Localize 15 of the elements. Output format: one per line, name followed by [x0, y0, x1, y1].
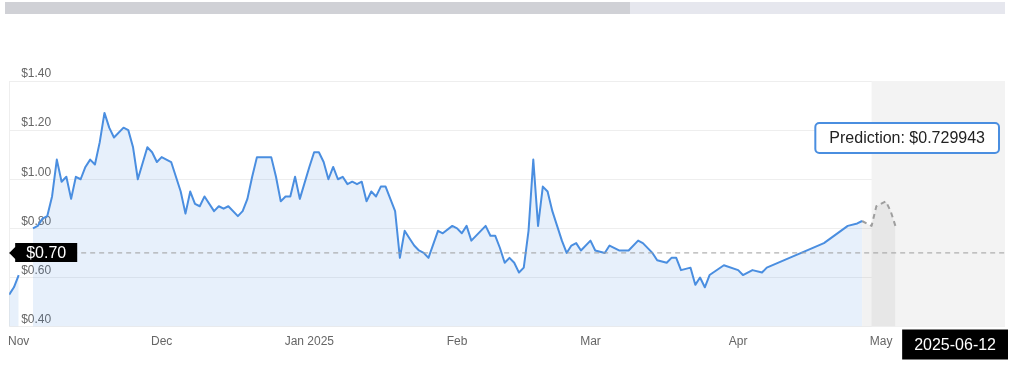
x-tick-label: Dec	[150, 334, 173, 349]
x-tick-label: Apr	[728, 334, 748, 349]
y-tick-label: $0.60	[21, 262, 52, 277]
x-tick-label: Nov	[8, 334, 30, 349]
x-tick-label: May	[869, 334, 893, 349]
y-tick-label: $1.40	[21, 66, 52, 81]
text: 2025-06-12	[914, 336, 997, 354]
x-tick-label: Feb	[446, 334, 468, 349]
x-tick-label: Mar	[580, 334, 601, 349]
y-tick-label: $1.00	[21, 164, 52, 179]
y-tick-label: $0.40	[21, 311, 52, 326]
x-tick-label: Jan 2025	[284, 334, 335, 349]
y-tick-label: $1.20	[21, 115, 52, 130]
annotation: Prediction: $0.729943	[829, 129, 986, 147]
ref-line-label: $0.70	[26, 244, 67, 262]
